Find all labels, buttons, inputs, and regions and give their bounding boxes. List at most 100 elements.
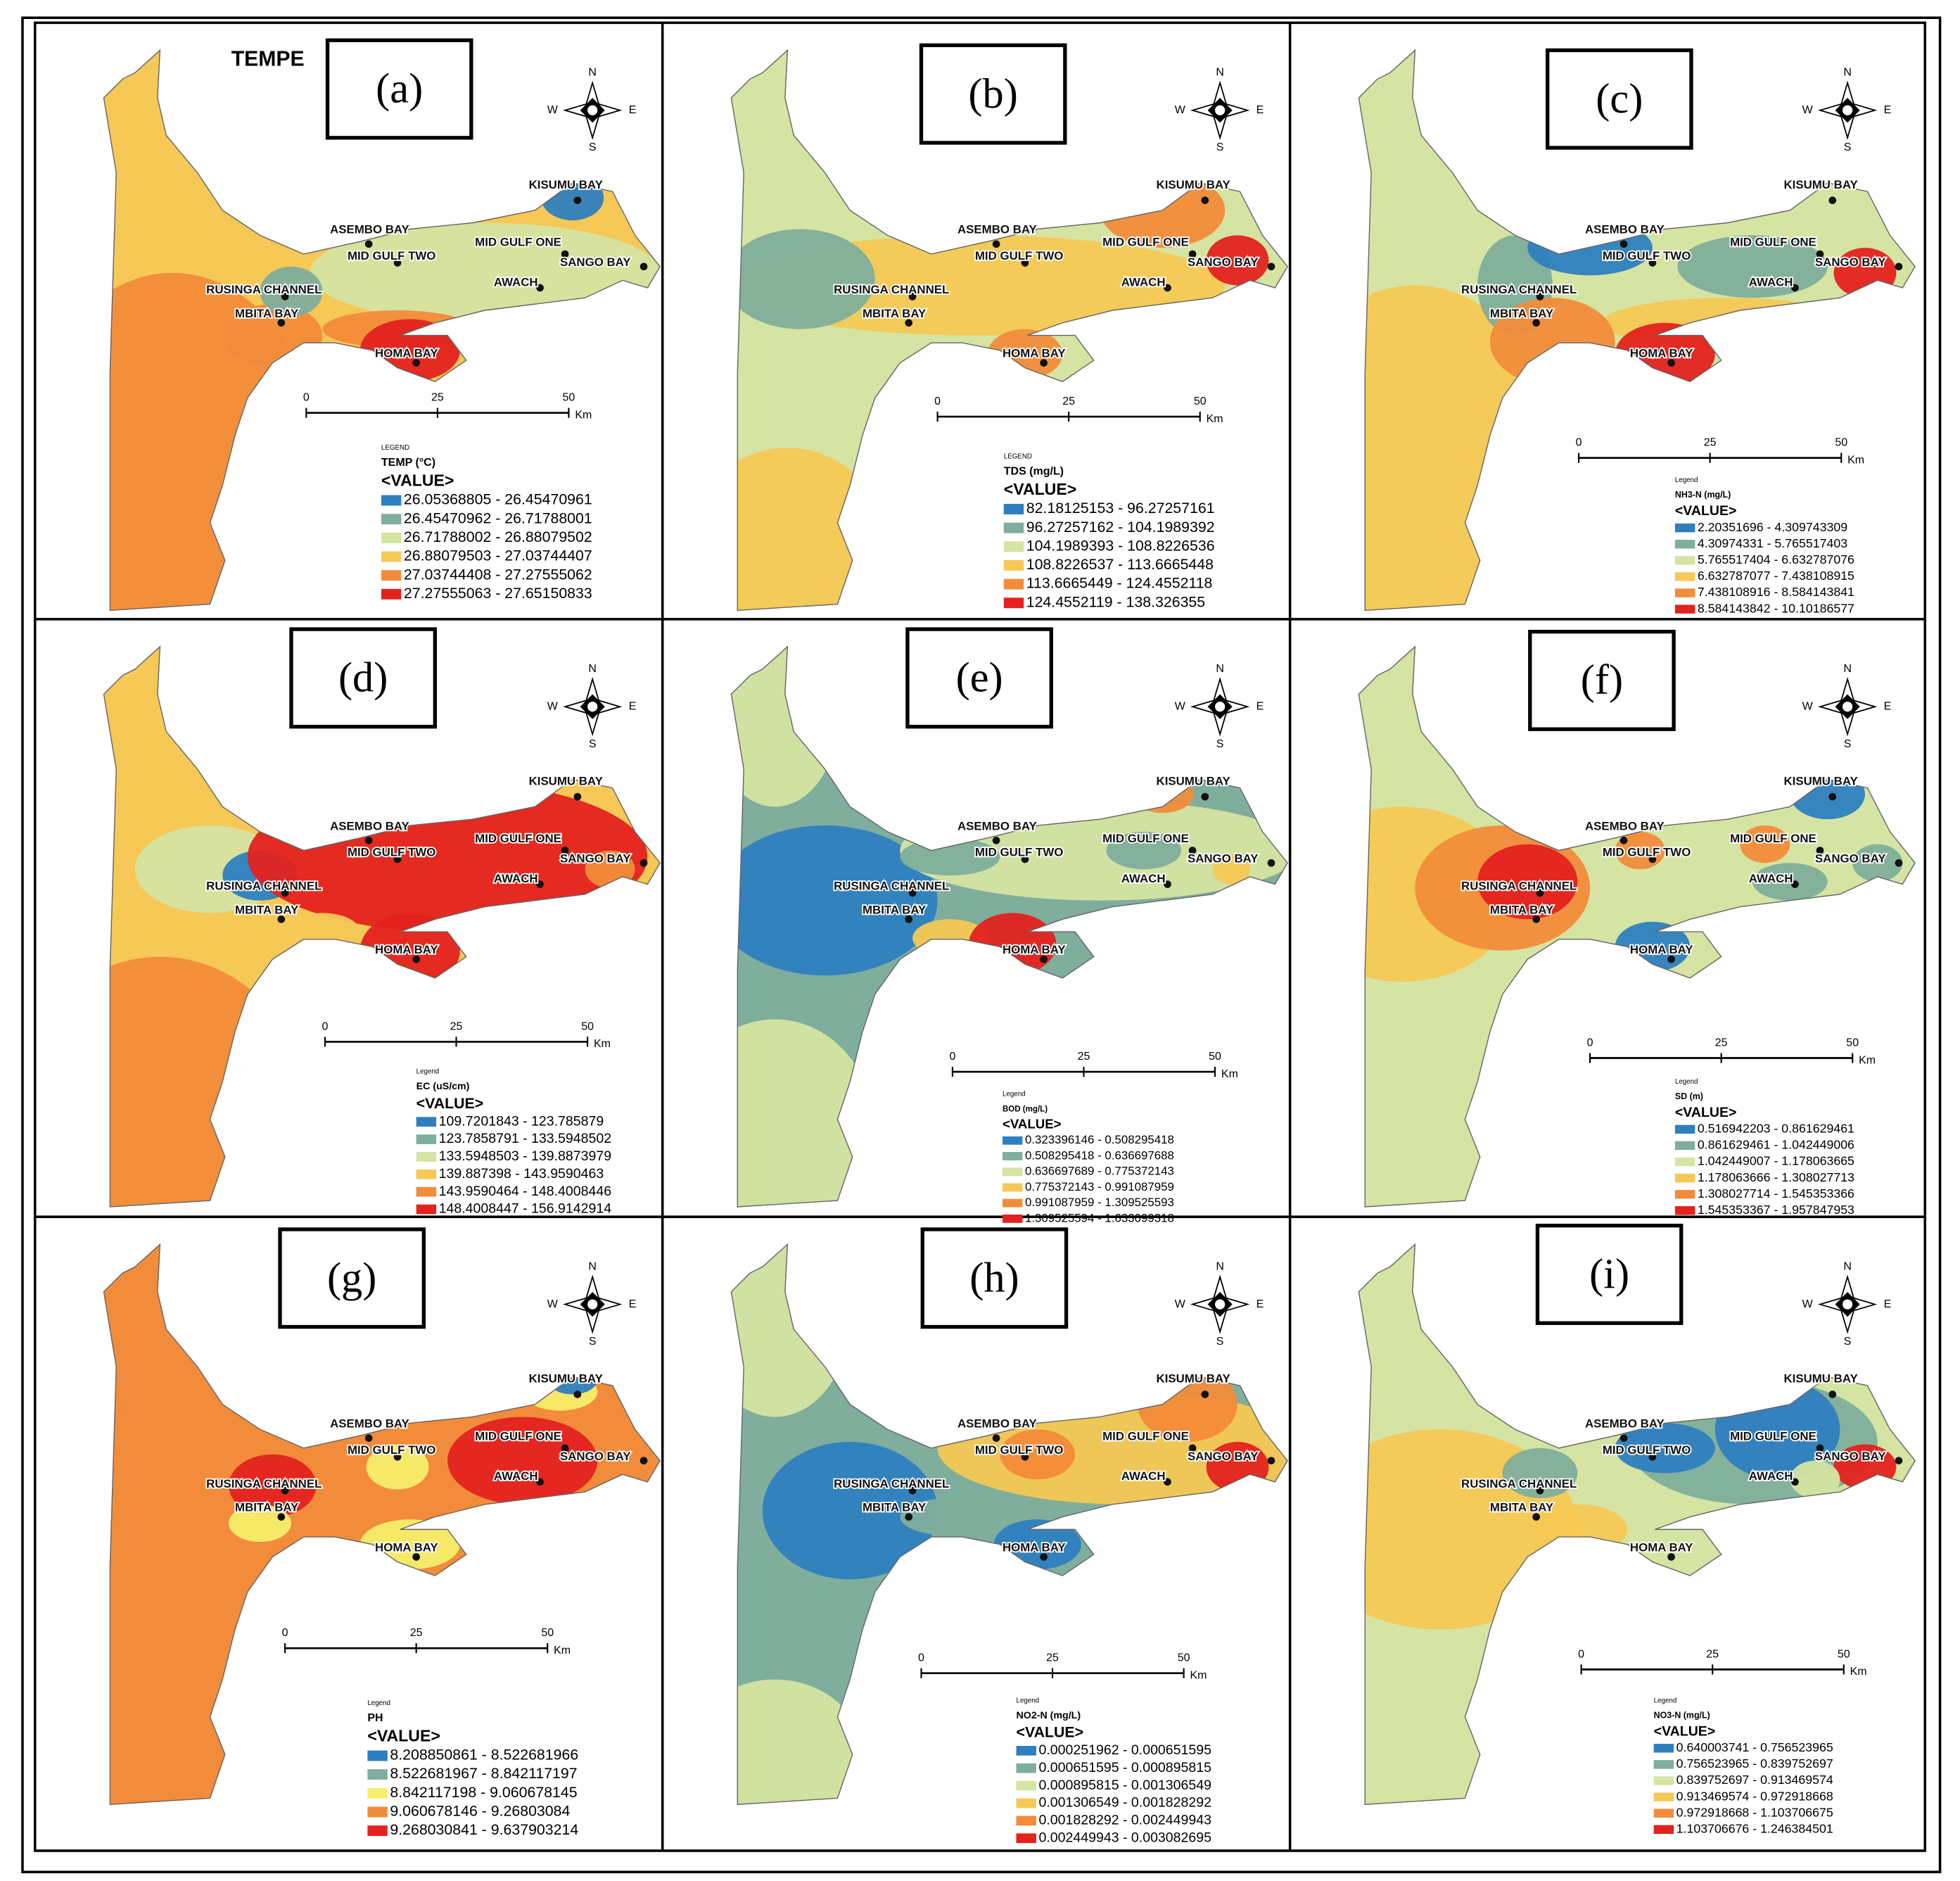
legend-class: 0.000895815 - 0.001306549 [1039,1778,1211,1793]
scale-label: 25 [1715,1037,1728,1049]
station-dot [1895,1457,1903,1464]
legend-parameter: SD (m) [1675,1091,1703,1101]
station-label: SANGO BAY [560,851,631,865]
legend-swatch [1002,1136,1023,1145]
compass-w: W [1175,1298,1186,1310]
compass-w: W [547,700,559,712]
legend-class: 148.4008447 - 156.9142914 [439,1201,612,1217]
station-label: SANGO BAY [1815,255,1886,269]
legend-class: 109.7201843 - 123.785879 [439,1113,604,1129]
station-dot [1188,1444,1197,1452]
station-label: HOMA BAY [1630,347,1693,360]
station-label: MID GULF TWO [975,846,1063,859]
legend-swatch [1016,1798,1036,1809]
station-label: KISUMU BAY [1783,178,1857,191]
station-label: AWACH [494,872,538,885]
station-dot [1164,284,1171,292]
panel-label: (a) [376,65,423,113]
legend-class: 26.71788002 - 26.88079502 [404,528,592,545]
station-dot [1201,1391,1209,1398]
station-label: KISUMU BAY [1157,774,1230,787]
legend-class: 0.000251962 - 0.000651595 [1039,1742,1212,1758]
station-dot [908,1486,917,1495]
panel-label: (c) [1596,75,1643,122]
legend-swatch [1016,1816,1036,1826]
compass-s: S [589,141,597,153]
station-label: MBITA BAY [235,903,298,916]
station-label: ASEMBO BAY [1585,819,1665,832]
station-label: ASEMBO BAY [330,1417,409,1431]
legend-value-heading: <VALUE> [1017,1724,1084,1741]
scale-unit: Km [1190,1669,1207,1681]
station-label: MBITA BAY [1490,1501,1553,1514]
station-dot [1021,855,1029,863]
lake-outline [730,645,1288,1208]
scale-label: 0 [1587,1037,1593,1049]
legend-swatch [1016,1833,1036,1844]
scale-label: 0 [322,1020,329,1032]
legend-parameter: TDS (mg/L) [1004,465,1064,477]
compass [1215,105,1226,115]
station-dot [992,1434,1000,1442]
station-dot [536,284,544,292]
legend-class: 0.991087959 - 1.309525593 [1025,1196,1174,1209]
station-label: HOMA BAY [375,1540,438,1554]
station-dot [1648,855,1657,863]
station-label: KISUMU BAY [1157,1372,1230,1386]
station-label: RUSINGA CHANNEL [834,880,949,893]
zone [1212,854,1250,885]
legend-class: 8.842117198 - 9.060678145 [390,1784,577,1801]
scale-label: 25 [450,1020,463,1032]
scale-label: 25 [1704,437,1717,449]
legend-swatch [416,1204,437,1215]
legend-class: 0.861629461 - 1.042449006 [1698,1138,1854,1152]
zone [1206,235,1269,286]
station-dot [277,1513,286,1521]
station-label: HOMA BAY [375,347,438,360]
station-label: SANGO BAY [560,255,631,269]
legend-swatch [1002,1152,1023,1160]
legend-swatch [1653,1825,1674,1835]
legend-class: 8.584143842 - 10.10186577 [1698,601,1854,615]
station-label: MBITA BAY [863,1501,926,1514]
legend-swatch [1002,1183,1023,1192]
legend-swatch [1003,578,1024,590]
station-label: MID GULF ONE [1730,832,1816,845]
station-dot [1536,1486,1544,1495]
lake-outline [103,645,661,1208]
station-dot [1164,880,1171,888]
legend-swatch [416,1169,437,1179]
station-dot [364,1434,373,1442]
station-dot [561,847,569,854]
legend-swatch [1674,588,1695,597]
zone [1106,831,1182,870]
station-dot [1667,359,1675,367]
compass [587,702,598,712]
legend-class: 8.208850861 - 8.522681966 [390,1747,578,1763]
legend-class: 113.6665449 - 124.4552118 [1026,575,1213,592]
station-dot [1532,319,1540,327]
station-label: SANGO BAY [560,1450,631,1463]
legend-swatch [1003,560,1024,571]
panel-label-box [1535,1223,1684,1325]
scale-unit: Km [575,409,592,421]
zone [900,1497,1000,1536]
zone [1000,1429,1076,1480]
station-label: MBITA BAY [1490,307,1553,320]
station-label: HOMA BAY [375,943,438,956]
station-dot [639,1457,648,1464]
scale-label: 50 [1194,395,1207,407]
scale-label: 25 [1706,1648,1719,1660]
station-label: MID GULF ONE [475,1429,561,1443]
station-dot [908,293,917,300]
legend-swatch [1674,1206,1695,1215]
station-label: AWACH [1121,872,1166,885]
compass-s: S [1844,1336,1852,1348]
compass-w: W [1802,104,1814,116]
panel-label: (e) [956,654,1003,702]
panel-label-box [920,1227,1069,1329]
compass-e: E [1884,104,1892,116]
station-dot [1267,859,1275,867]
legend-swatch [367,1769,388,1780]
